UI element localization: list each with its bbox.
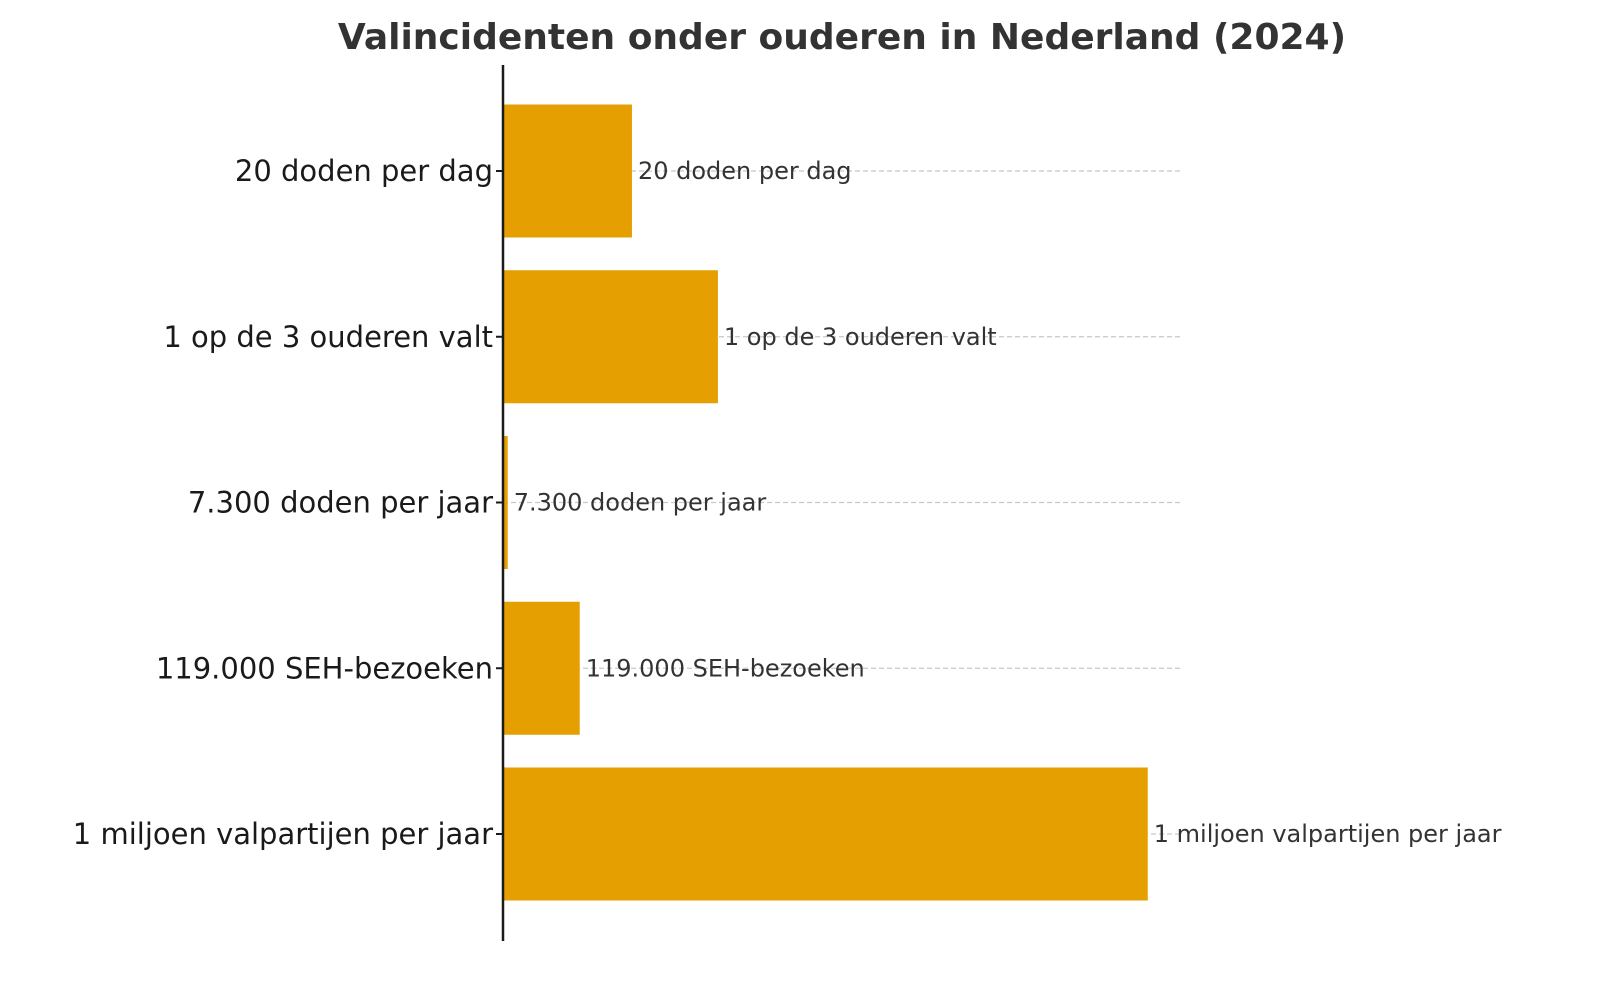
data-label: 1 op de 3 ouderen valt [724,323,997,351]
y-tick-label: 20 doden per dag [235,154,493,188]
bar [503,436,508,569]
data-label: 20 doden per dag [638,157,852,185]
bar [503,270,718,404]
data-label: 119.000 SEH-bezoeken [586,654,865,682]
y-tick-label: 1 op de 3 ouderen valt [163,320,493,354]
y-tick-label: 7.300 doden per jaar [188,486,493,520]
y-tick-label: 1 miljoen valpartijen per jaar [73,817,493,851]
data-label: 1 miljoen valpartijen per jaar [1154,820,1502,848]
bar [503,767,1148,901]
y-tick-label: 119.000 SEH-bezoeken [156,651,493,685]
chart-title: Valincidenten onder ouderen in Nederland… [338,17,1346,58]
bar [503,601,580,735]
bar [503,104,632,238]
data-label: 7.300 doden per jaar [514,489,767,517]
